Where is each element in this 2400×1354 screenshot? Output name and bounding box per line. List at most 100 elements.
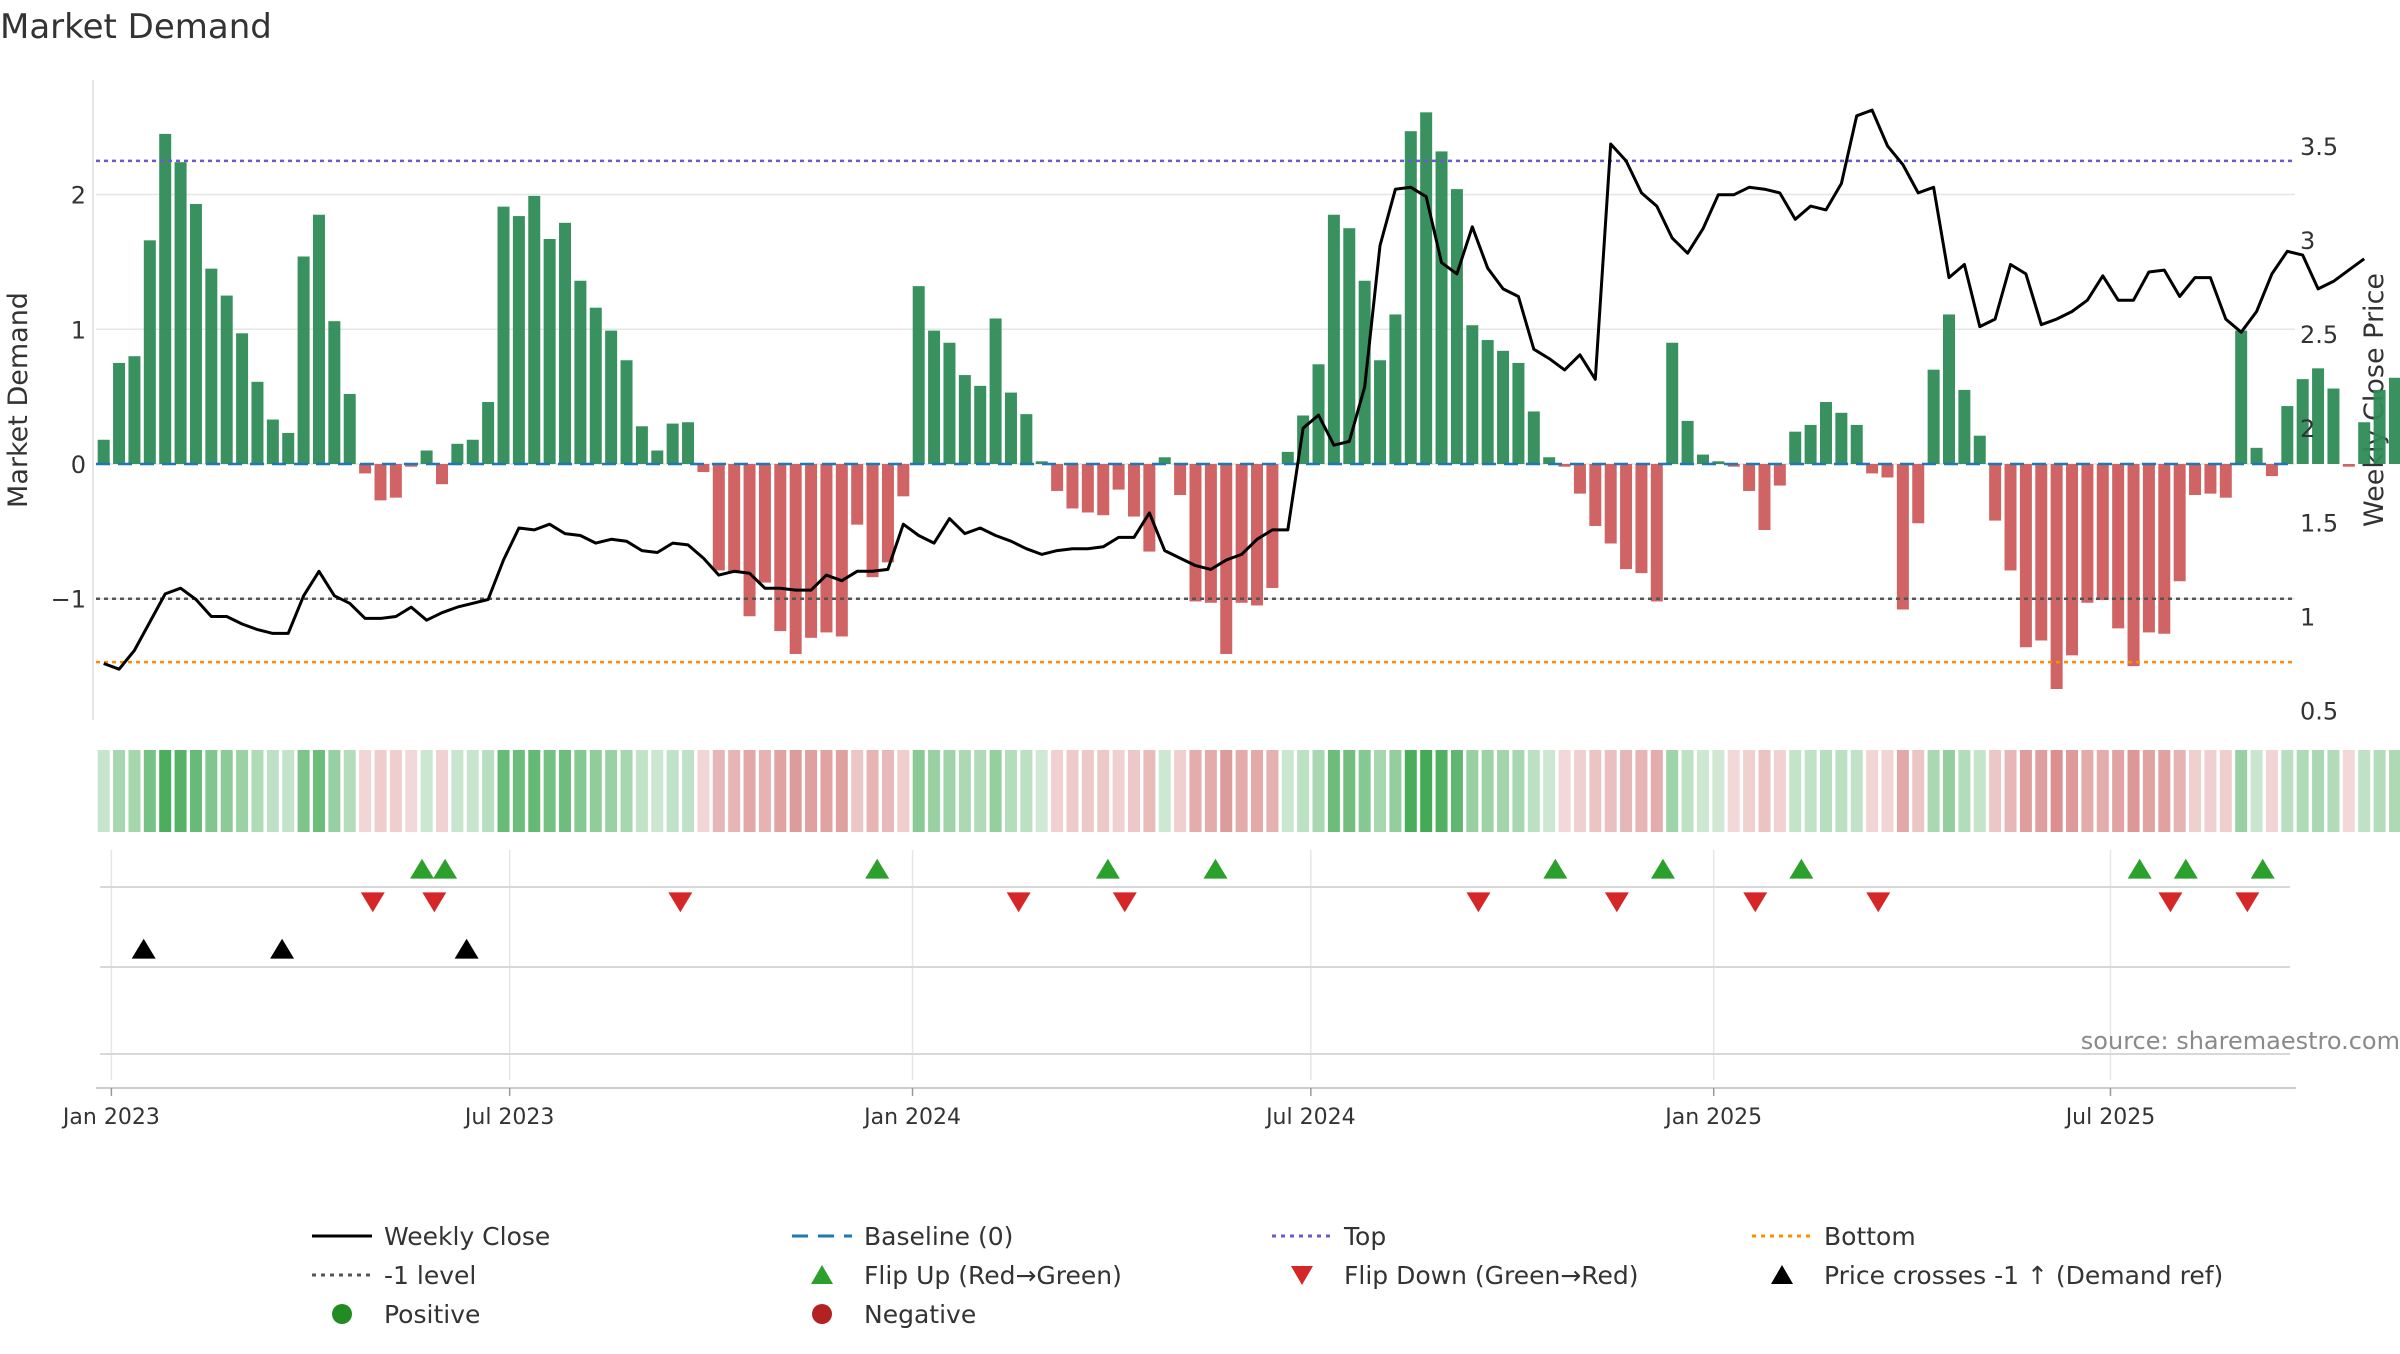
- demand-bar: [2081, 464, 2094, 603]
- demand-bar: [466, 439, 479, 464]
- demand-bar: [666, 423, 679, 464]
- demand-bar: [1158, 457, 1171, 464]
- demand-bar: [1466, 325, 1479, 464]
- heat-cell: [1696, 750, 1709, 832]
- y2-tick-label: 1: [2300, 603, 2315, 631]
- heat-cell: [1666, 750, 1679, 832]
- demand-bar: [974, 385, 987, 464]
- demand-bar: [420, 450, 433, 464]
- demand-bar: [1881, 464, 1894, 478]
- demand-bar: [389, 464, 402, 498]
- demand-bar: [1204, 464, 1217, 603]
- chart-title: Market Demand: [0, 7, 272, 47]
- legend: Weekly Close Baseline (0) Top Bottom -1 leve…: [312, 1222, 2223, 1329]
- demand-bar: [2050, 464, 2063, 690]
- heat-cell: [1297, 750, 1310, 832]
- flip-down-marker: [1112, 892, 1137, 913]
- demand-bar: [528, 195, 541, 464]
- demand-bar: [205, 268, 218, 464]
- legend-label: Positive: [384, 1300, 480, 1329]
- demand-bar: [928, 330, 941, 464]
- heat-cell: [251, 750, 264, 832]
- legend-item: Negative: [812, 1300, 976, 1329]
- demand-bar: [559, 222, 572, 464]
- heat-cell: [1558, 750, 1571, 832]
- heat-cell: [2158, 750, 2171, 832]
- heat-cell: [620, 750, 633, 832]
- heat-cell: [1989, 750, 2002, 832]
- legend-item: Weekly Close: [312, 1222, 550, 1251]
- demand-bar: [1004, 392, 1017, 464]
- demand-bar: [989, 318, 1002, 464]
- x-tick-label: Jul 2025: [2064, 1105, 2156, 1130]
- heat-cell: [1712, 750, 1725, 832]
- heat-cell: [758, 750, 771, 832]
- demand-bar: [2358, 422, 2371, 464]
- signal-markers: [131, 858, 2275, 959]
- demand-bar: [1589, 464, 1602, 526]
- demand-bar: [1281, 451, 1294, 464]
- demand-bar: [1635, 464, 1648, 574]
- demand-bar: [2312, 368, 2325, 464]
- demand-bar: [1650, 464, 1663, 602]
- demand-bar: [728, 464, 741, 574]
- demand-bar: [651, 450, 664, 464]
- heat-cell: [651, 750, 664, 832]
- flip-up-marker: [2250, 858, 2275, 879]
- demand-bar: [912, 286, 925, 464]
- heat-cell: [435, 750, 448, 832]
- demand-bar: [1912, 464, 1925, 524]
- legend-triangle-up-icon: [1771, 1265, 1793, 1284]
- legend-triangle-up-icon: [811, 1265, 833, 1284]
- demand-bar: [697, 464, 710, 473]
- heat-cell: [512, 750, 525, 832]
- heat-cell: [1343, 750, 1356, 832]
- demand-bar: [1604, 464, 1617, 544]
- heat-cell: [1635, 750, 1648, 832]
- heat-cell: [1620, 750, 1633, 832]
- demand-bar: [1035, 461, 1048, 464]
- heat-cell: [589, 750, 602, 832]
- legend-label: -1 level: [384, 1261, 476, 1290]
- heat-cell: [1051, 750, 1064, 832]
- demand-bar: [1450, 189, 1463, 464]
- demand-bar: [835, 464, 848, 637]
- demand-bar: [1251, 464, 1264, 606]
- heat-cell: [2281, 750, 2294, 832]
- demand-bar: [1343, 228, 1356, 464]
- demand-bar: [682, 422, 695, 464]
- demand-bar: [820, 464, 833, 633]
- heat-cell: [897, 750, 910, 832]
- heat-cell: [1927, 750, 1940, 832]
- y-tick-label: 2: [71, 182, 86, 210]
- heat-cell: [2358, 750, 2371, 832]
- demand-bar: [128, 356, 141, 464]
- legend-item: Baseline (0): [792, 1222, 1013, 1251]
- heat-cell: [1866, 750, 1879, 832]
- heat-cell: [1512, 750, 1525, 832]
- heat-cell: [912, 750, 925, 832]
- flip-down-marker: [1604, 892, 1629, 913]
- demand-bar: [374, 464, 387, 501]
- heat-cell: [605, 750, 618, 832]
- demand-bar: [2235, 330, 2248, 464]
- demand-bar: [1927, 369, 1940, 464]
- x-tick-label: Jul 2024: [1264, 1105, 1356, 1130]
- x-tick-label: Jan 2025: [1663, 1105, 1762, 1130]
- heat-cell: [1789, 750, 1802, 832]
- demand-bar: [2265, 464, 2278, 477]
- y2-tick-label: 2.5: [2300, 321, 2338, 349]
- legend-item: Top: [1272, 1222, 1386, 1251]
- flip-down-marker: [2158, 892, 2183, 913]
- legend-item: Positive: [332, 1300, 480, 1329]
- demand-bar: [2250, 447, 2263, 464]
- demand-bar: [2019, 464, 2032, 648]
- demand-bar: [1174, 464, 1187, 495]
- demand-bar: [2296, 379, 2309, 464]
- heat-cell: [2312, 750, 2325, 832]
- y-ticks: −1 0 1 2 0.5 1 1.5 2 2.5 3 3.5: [51, 133, 2339, 726]
- y2-tick-label: 2: [2300, 415, 2315, 443]
- demand-bar: [343, 393, 356, 464]
